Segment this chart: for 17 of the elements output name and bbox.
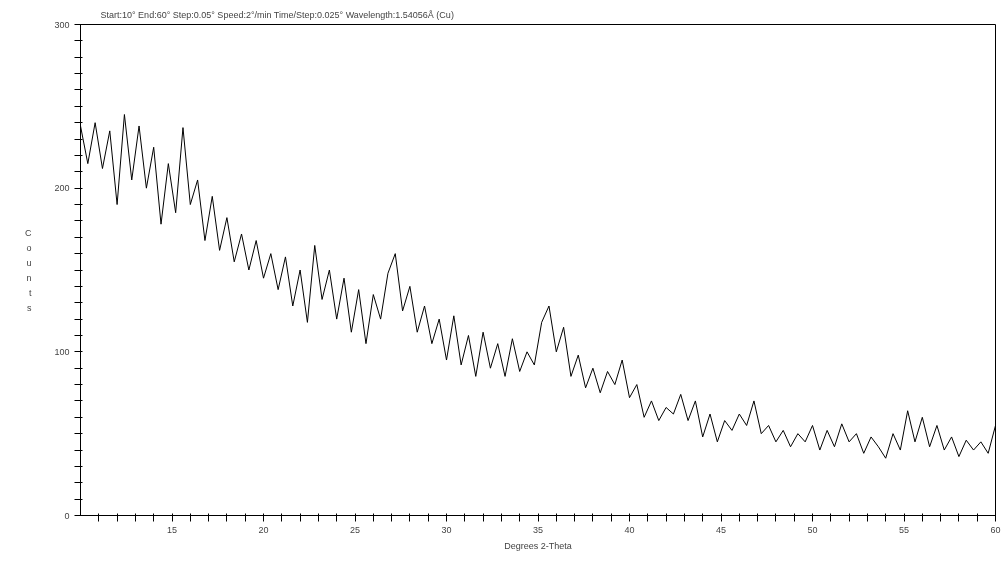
x-tick-label: 15	[166, 524, 178, 535]
y-tick-label: 300	[54, 19, 70, 30]
y-tick-label: 0	[64, 510, 70, 521]
x-tick-label: 30	[441, 524, 452, 535]
x-tick-label: 40	[624, 524, 635, 535]
y-axis-title: Counts	[24, 227, 32, 313]
y-tick-label: 200	[54, 183, 70, 194]
x-tick-label: 55	[898, 524, 910, 535]
x-axis-title: Degrees 2-Theta	[504, 540, 572, 551]
x-tick-label: 35	[532, 524, 544, 535]
y-tick-label: 100	[54, 346, 70, 357]
x-tick-label: 45	[715, 524, 727, 535]
x-tick-label: 25	[349, 524, 361, 535]
x-tick-label: 50	[807, 524, 818, 535]
x-tick-label: 20	[258, 524, 269, 535]
x-tick-label: 60	[990, 524, 1001, 535]
chart-title: Start:10° End:60° Step:0.05° Speed:2°/min Time/Step:0.025° Wavelength:1.54056Å (Cu)	[100, 9, 454, 20]
